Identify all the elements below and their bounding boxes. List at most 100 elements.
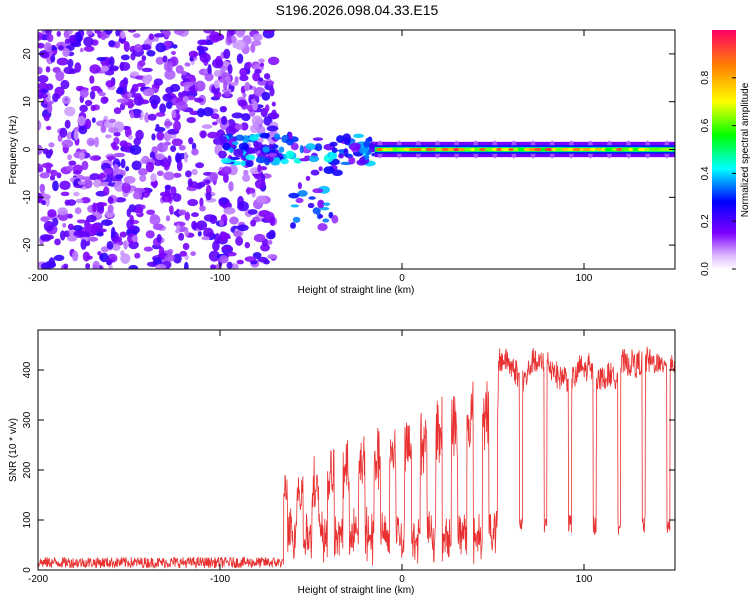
spectrogram-cell	[219, 136, 228, 143]
spectrogram-cell	[89, 90, 96, 100]
spectrogram-cell	[131, 235, 138, 243]
spectrogram-cell	[60, 191, 70, 197]
spectrogram-cell	[150, 173, 157, 182]
spectrogram-cell	[75, 198, 84, 204]
spectrogram-cell	[130, 225, 137, 231]
spectrogram-cell	[221, 246, 234, 251]
spectrogram-cell	[116, 98, 129, 103]
spectrogram-cell	[68, 30, 73, 35]
spectrogram-cell	[371, 153, 376, 157]
spectrogram-cell	[66, 165, 74, 172]
spectrogram-cell	[108, 127, 119, 134]
spectrogram-cell	[86, 214, 97, 223]
spectrogram-cell	[165, 215, 171, 222]
spectrogram-cell	[86, 30, 93, 36]
spectrogram-cell	[259, 62, 265, 67]
spectrogram-cell	[213, 69, 222, 78]
spectrogram-cell	[93, 179, 102, 188]
spectrogram-cell	[312, 188, 324, 194]
spectrogram-cell	[290, 222, 297, 229]
spectrogram-cell	[267, 239, 273, 245]
spectrogram-cell	[223, 80, 228, 91]
spectrogram-cell	[259, 132, 271, 139]
spectrogram-cell	[77, 115, 86, 126]
spectrogram-cell	[153, 33, 166, 38]
spectrogram-cell	[178, 91, 183, 98]
spectrogram-cell	[244, 81, 251, 92]
spectrogram-cell	[106, 260, 111, 266]
spectrogram-cell	[267, 56, 280, 66]
spectrogram-cell	[108, 264, 113, 269]
snr-x-axis-label: Height of straight line (km)	[298, 585, 415, 596]
spectrogram-cell	[425, 147, 434, 152]
spectrogram-cell	[264, 104, 270, 113]
spectrogram-cell	[155, 56, 165, 65]
spectrogram-cell	[86, 137, 96, 147]
spectrogram-cell	[223, 48, 231, 60]
spectrogram-cell	[107, 65, 120, 71]
spectrogram-cell	[38, 163, 43, 173]
spectrogram-cell	[120, 31, 126, 39]
spectrogram-cell	[178, 209, 187, 216]
spectrogram-cell	[218, 219, 224, 227]
spectrogram-cell	[137, 168, 148, 176]
spectrogram-cell	[39, 93, 48, 99]
spectrogram-cell	[43, 114, 50, 122]
spectrogram-cell	[52, 217, 59, 227]
spectrogram-cell	[107, 204, 114, 214]
spectrogram-cell	[166, 61, 173, 73]
spectrogram-cell	[164, 69, 176, 80]
spectrogram-cell	[187, 198, 199, 207]
spectrogram-cell	[191, 168, 198, 176]
spectrogram-cell	[156, 142, 168, 153]
spectrogram-cell	[89, 64, 101, 74]
spectrogram-cell	[126, 208, 131, 218]
spectrogram-cell	[203, 227, 214, 239]
spectrogram-cell	[297, 182, 302, 190]
spectrogram-cell	[144, 112, 150, 123]
spectrogram-cell	[83, 179, 93, 189]
spectrogram-cell	[364, 154, 370, 161]
spectrogram-cell	[336, 135, 345, 144]
spectrogram-cell	[169, 83, 181, 92]
spectrogram-cell	[214, 233, 221, 244]
spectrogram-cell	[45, 66, 51, 73]
spectrogram-cell	[207, 63, 212, 75]
spectrogram-cell	[45, 125, 52, 131]
spectrogram-cell	[100, 65, 110, 72]
spectrogram-cell	[331, 169, 343, 177]
spectrogram-cell	[73, 230, 86, 238]
spectrogram-cell	[90, 104, 96, 112]
spectrogram-cell	[117, 87, 124, 94]
spectrogram-cell	[463, 147, 472, 152]
spectrogram-cell	[220, 235, 232, 240]
spectrogram-cell	[271, 101, 276, 107]
spectrogram-cell	[218, 197, 229, 206]
spectrogram-cell	[187, 178, 193, 188]
spectrogram-cell	[141, 67, 153, 73]
spectrogram-cell	[188, 137, 194, 145]
spectrogram-cell	[171, 138, 183, 147]
spectrogram-cell	[50, 169, 58, 177]
spectrogram-cell	[194, 80, 206, 92]
spectrogram-cell	[151, 133, 156, 141]
spectrogram-cell	[38, 75, 49, 83]
spectrogram-cell	[78, 125, 88, 135]
spectrogram-cell	[92, 260, 101, 269]
spectrogram-cell	[133, 43, 143, 53]
spectrogram-cell	[229, 147, 234, 154]
spectrogram-cell	[263, 30, 276, 34]
spectrogram-cell	[228, 181, 234, 192]
chart-title: S196.2026.098.04.33.E15	[275, 2, 439, 18]
spectrogram-cell	[204, 179, 211, 184]
spectrogram-cell	[261, 91, 271, 101]
spectrogram-cell	[98, 91, 107, 97]
spectrogram-cells	[38, 30, 675, 269]
spectrogram-cell	[212, 121, 218, 126]
spectrogram-cell	[114, 197, 127, 203]
spectrogram-cell	[323, 166, 335, 174]
spectrogram-cell	[240, 160, 246, 167]
spectrogram-cell	[155, 263, 167, 269]
spectrogram-cell	[130, 52, 136, 61]
spectrogram-cell	[307, 202, 315, 209]
